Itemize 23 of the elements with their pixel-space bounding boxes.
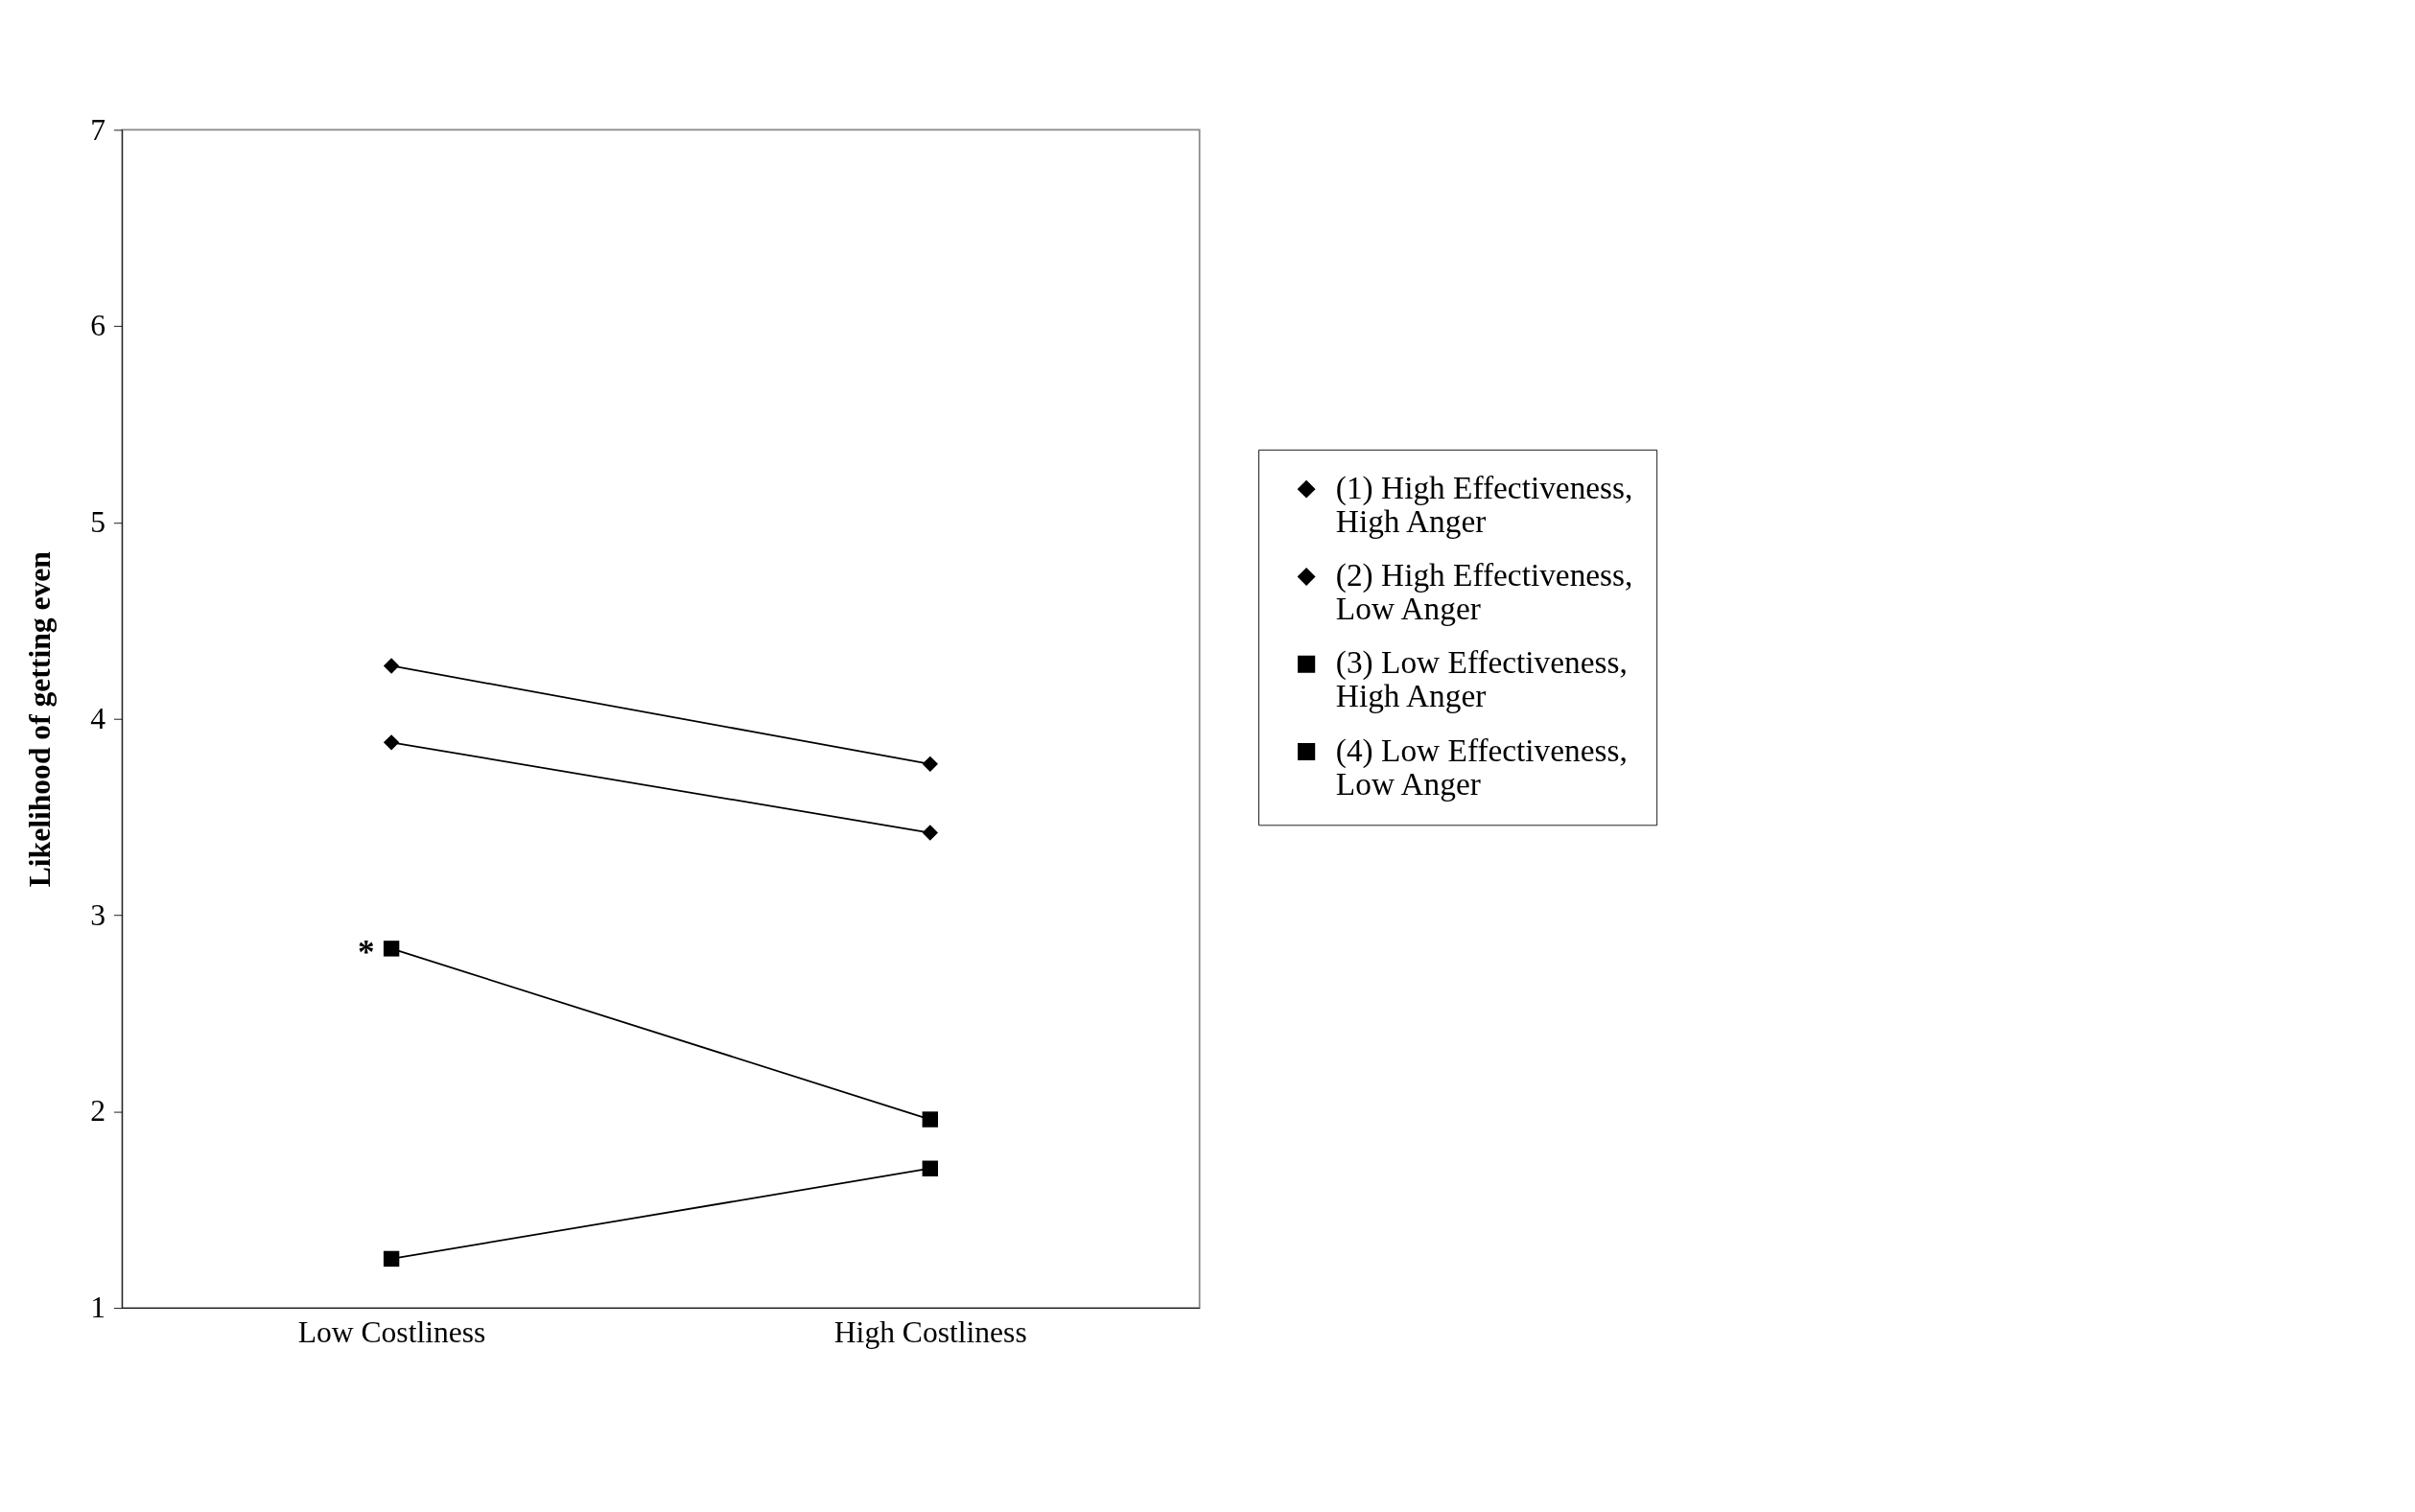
y-tick-label: 2 [90, 1094, 106, 1128]
point [383, 941, 400, 957]
x-tick-label: Low Costliness [297, 1314, 486, 1349]
y-tick-label: 6 [90, 309, 106, 343]
y-tick-label: 7 [90, 112, 106, 147]
x-tick-label: High Costliness [833, 1314, 1027, 1349]
point [922, 825, 939, 841]
point [922, 1111, 939, 1128]
legend-label: (2) High Effectiveness, Low Anger [1335, 557, 1633, 627]
legend-label: (4) Low Effectiveness, Low Anger [1335, 732, 1628, 802]
legend-label: (1) High Effectiveness, High Anger [1335, 469, 1633, 539]
point [383, 658, 400, 674]
y-tick-label: 5 [90, 505, 106, 540]
point [383, 1250, 400, 1268]
y-tick-label: 4 [90, 701, 106, 735]
annotation: * [358, 934, 375, 972]
point [922, 1160, 939, 1176]
y-tick-label: 1 [90, 1291, 106, 1325]
point [922, 756, 939, 773]
y-axis-title: Likelihood of getting even [23, 550, 58, 888]
y-tick-label: 3 [90, 897, 106, 932]
legend-label: (3) Low Effectiveness, High Anger [1335, 644, 1628, 714]
point [383, 734, 400, 751]
